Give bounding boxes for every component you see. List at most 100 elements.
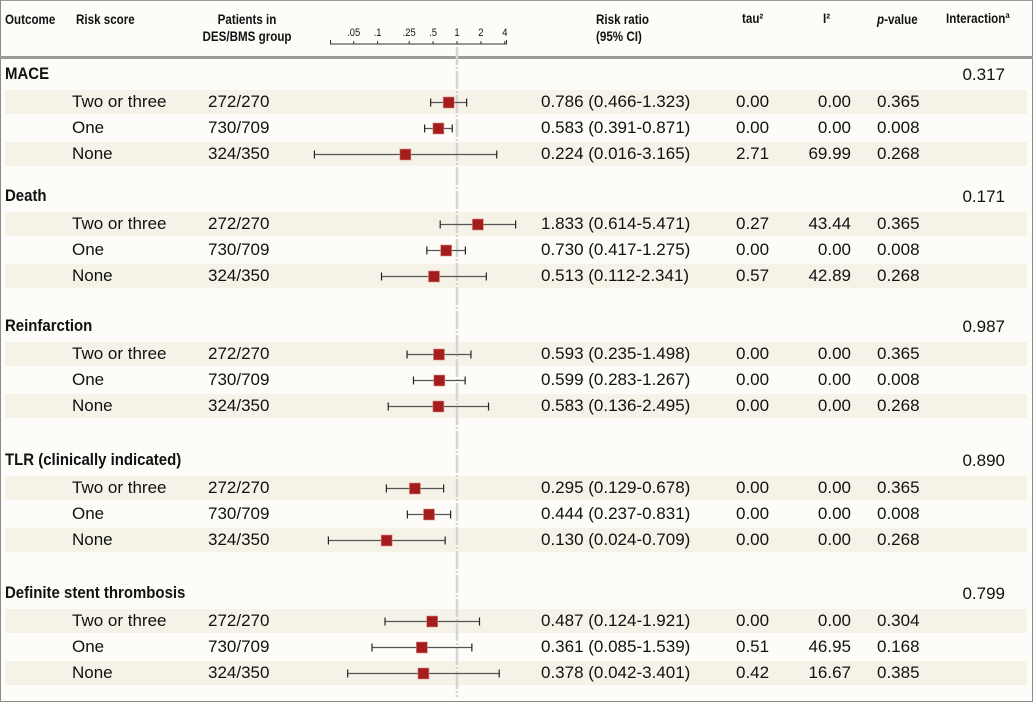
risk-ratio-cell: 0.361 (0.085-1.539) <box>541 637 691 656</box>
risk-ratio-cell: 0.593 (0.235-1.498) <box>541 344 691 363</box>
risk-score-cell: One <box>72 370 105 389</box>
i2-cell: 0.00 <box>817 396 851 415</box>
pvalue-cell: 0.268 <box>877 144 920 163</box>
risk-score-cell: Two or three <box>72 611 167 630</box>
pvalue-cell: 0.268 <box>877 396 920 415</box>
i2-cell: 0.00 <box>817 504 851 523</box>
i2-cell: 0.00 <box>817 344 851 363</box>
point-estimate-marker <box>423 508 435 521</box>
x-tick-label: .1 <box>374 27 382 39</box>
tau2-cell: 0.27 <box>736 214 770 233</box>
tau2-cell: 0.00 <box>736 92 770 111</box>
point-estimate-marker <box>416 641 428 654</box>
risk-score-cell: Two or three <box>72 92 167 111</box>
row-band <box>5 609 1027 633</box>
tau2-cell: 0.00 <box>736 478 770 497</box>
pvalue-cell: 0.365 <box>877 478 920 497</box>
i2-cell: 0.00 <box>817 370 851 389</box>
patients-cell: 324/350 <box>208 266 270 285</box>
risk-ratio-cell: 0.224 (0.016-3.165) <box>541 144 691 163</box>
patients-cell: 324/350 <box>208 530 270 549</box>
risk-ratio-cell: 0.583 (0.136-2.495) <box>541 396 691 415</box>
tau2-cell: 0.00 <box>736 530 770 549</box>
pvalue-cell: 0.268 <box>877 266 920 285</box>
i2-cell: 16.67 <box>808 663 851 682</box>
point-estimate-marker <box>380 534 393 547</box>
interaction-value: 0.890 <box>962 451 1005 470</box>
patients-cell: 730/709 <box>208 118 270 137</box>
risk-ratio-cell: 0.487 (0.124-1.921) <box>541 611 691 630</box>
risk-ratio-cell: 1.833 (0.614-5.471) <box>541 214 691 233</box>
point-estimate-marker <box>432 400 445 413</box>
risk-ratio-cell: 0.599 (0.283-1.267) <box>541 370 691 389</box>
header-divider <box>0 56 1033 59</box>
risk-score-cell: One <box>72 637 105 656</box>
x-tick-label: 2 <box>478 27 483 39</box>
pvalue-cell: 0.304 <box>877 611 920 630</box>
risk-score-cell: Two or three <box>72 214 167 233</box>
header-pvalue-p: p <box>877 12 885 27</box>
point-estimate-marker <box>417 667 430 680</box>
point-estimate-marker <box>442 96 455 109</box>
point-estimate-marker <box>426 615 438 628</box>
row-band <box>5 528 1027 552</box>
group-title: Death <box>5 186 47 205</box>
header-interaction: Interactionª <box>946 11 1010 26</box>
row-band <box>5 142 1027 166</box>
i2-cell: 0.00 <box>817 240 851 259</box>
risk-score-cell: None <box>72 144 113 163</box>
pvalue-cell: 0.168 <box>877 637 920 656</box>
tau2-cell: 0.00 <box>736 504 770 523</box>
risk-ratio-cell: 0.444 (0.237-0.831) <box>541 504 691 523</box>
x-tick-label: 4 <box>502 27 507 39</box>
patients-cell: 324/350 <box>208 144 270 163</box>
row-band <box>5 90 1027 114</box>
point-estimate-marker <box>432 122 445 135</box>
row-band <box>5 476 1027 500</box>
risk-score-cell: One <box>72 240 105 259</box>
tau2-cell: 0.00 <box>736 396 770 415</box>
pvalue-cell: 0.385 <box>877 663 920 682</box>
i2-cell: 0.00 <box>817 118 851 137</box>
risk-score-cell: One <box>72 504 105 523</box>
i2-cell: 0.00 <box>817 92 851 111</box>
point-estimate-marker <box>433 348 445 361</box>
risk-score-cell: None <box>72 396 113 415</box>
header-patients-line2: DES/BMS group <box>202 29 292 44</box>
pvalue-cell: 0.008 <box>877 118 920 137</box>
i2-cell: 46.95 <box>808 637 851 656</box>
header-pvalue: p-value <box>877 12 918 28</box>
header-risk-score: Risk score <box>76 12 135 27</box>
tau2-cell: 0.57 <box>736 266 770 285</box>
tau2-cell: 0.00 <box>736 370 770 389</box>
tau2-cell: 0.00 <box>736 611 770 630</box>
header-pvalue-rest: -value <box>884 12 918 27</box>
pvalue-cell: 0.365 <box>877 344 920 363</box>
patients-cell: 272/270 <box>208 478 270 497</box>
header-tau2: tau² <box>742 11 764 26</box>
patients-cell: 730/709 <box>208 240 270 259</box>
point-estimate-marker <box>428 270 440 283</box>
top-border <box>0 0 1033 1</box>
x-tick-label: .25 <box>403 27 416 39</box>
header-risk-ratio-line2: (95% CI) <box>596 29 642 44</box>
risk-score-cell: None <box>72 530 113 549</box>
interaction-value: 0.987 <box>962 317 1005 336</box>
i2-cell: 43.44 <box>808 214 851 233</box>
pvalue-cell: 0.008 <box>877 240 920 259</box>
x-tick-label: 1 <box>454 27 459 39</box>
tau2-cell: 0.00 <box>736 118 770 137</box>
pvalue-cell: 0.268 <box>877 530 920 549</box>
patients-cell: 730/709 <box>208 370 270 389</box>
i2-cell: 42.89 <box>808 266 851 285</box>
row-band <box>5 661 1027 685</box>
i2-cell: 0.00 <box>817 478 851 497</box>
header-risk-ratio-line1: Risk ratio <box>596 12 649 27</box>
x-tick-label: .5 <box>429 27 437 39</box>
risk-ratio-cell: 0.130 (0.024-0.709) <box>541 530 691 549</box>
interaction-value: 0.171 <box>962 187 1005 206</box>
interaction-value: 0.317 <box>962 65 1005 84</box>
patients-cell: 730/709 <box>208 504 270 523</box>
risk-score-cell: None <box>72 663 113 682</box>
tau2-cell: 0.42 <box>736 663 770 682</box>
